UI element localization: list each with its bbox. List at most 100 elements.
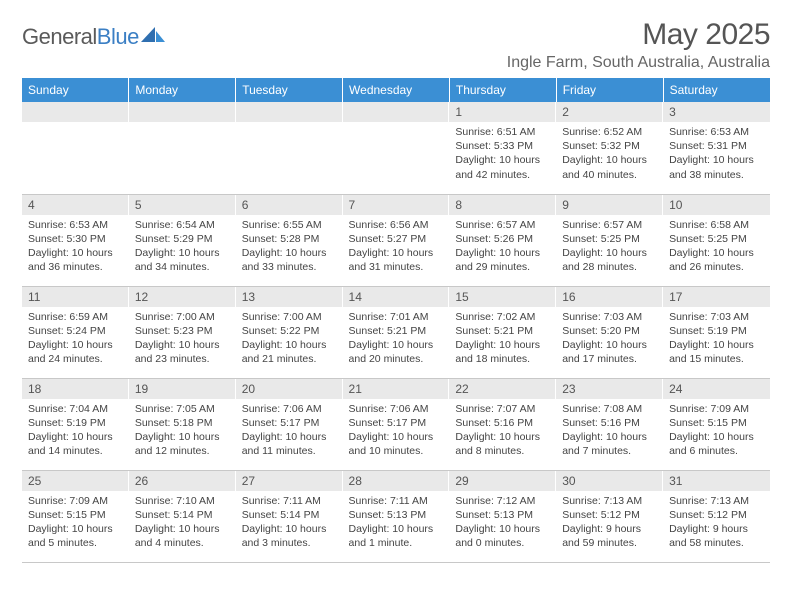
daylight-text: Daylight: 10 hours and 36 minutes. [28, 246, 123, 274]
calendar-day-cell: 15Sunrise: 7:02 AMSunset: 5:21 PMDayligh… [449, 286, 556, 378]
day-details: Sunrise: 7:06 AMSunset: 5:17 PMDaylight:… [343, 399, 450, 463]
sunrise-text: Sunrise: 7:13 AM [669, 494, 764, 508]
sunrise-text: Sunrise: 7:01 AM [349, 310, 444, 324]
calendar-week-row: 18Sunrise: 7:04 AMSunset: 5:19 PMDayligh… [22, 378, 770, 470]
weekday-header: Tuesday [236, 78, 343, 102]
sunset-text: Sunset: 5:12 PM [669, 508, 764, 522]
day-number [236, 102, 343, 122]
month-title: May 2025 [507, 18, 770, 52]
daylight-text: Daylight: 9 hours and 59 minutes. [562, 522, 657, 550]
sunrise-text: Sunrise: 6:54 AM [135, 218, 230, 232]
sunset-text: Sunset: 5:17 PM [242, 416, 337, 430]
brand-name-part2: Blue [97, 24, 139, 49]
sail-icon [141, 25, 167, 50]
sunrise-text: Sunrise: 6:53 AM [28, 218, 123, 232]
day-details: Sunrise: 6:59 AMSunset: 5:24 PMDaylight:… [22, 307, 129, 371]
location-subtitle: Ingle Farm, South Australia, Australia [507, 54, 770, 72]
day-number: 9 [556, 195, 663, 215]
sunset-text: Sunset: 5:21 PM [349, 324, 444, 338]
daylight-text: Daylight: 10 hours and 8 minutes. [455, 430, 550, 458]
daylight-text: Daylight: 10 hours and 20 minutes. [349, 338, 444, 366]
calendar-day-cell: 7Sunrise: 6:56 AMSunset: 5:27 PMDaylight… [343, 194, 450, 286]
day-details: Sunrise: 7:11 AMSunset: 5:13 PMDaylight:… [343, 491, 450, 555]
calendar-week-row: 1Sunrise: 6:51 AMSunset: 5:33 PMDaylight… [22, 102, 770, 194]
daylight-text: Daylight: 10 hours and 28 minutes. [562, 246, 657, 274]
day-number: 23 [556, 379, 663, 399]
daylight-text: Daylight: 10 hours and 26 minutes. [669, 246, 764, 274]
sunrise-text: Sunrise: 7:04 AM [28, 402, 123, 416]
sunrise-text: Sunrise: 7:03 AM [562, 310, 657, 324]
daylight-text: Daylight: 10 hours and 15 minutes. [669, 338, 764, 366]
daylight-text: Daylight: 10 hours and 42 minutes. [455, 153, 550, 181]
day-details: Sunrise: 7:12 AMSunset: 5:13 PMDaylight:… [449, 491, 556, 555]
sunrise-text: Sunrise: 7:11 AM [242, 494, 337, 508]
daylight-text: Daylight: 10 hours and 1 minute. [349, 522, 444, 550]
day-details: Sunrise: 7:10 AMSunset: 5:14 PMDaylight:… [129, 491, 236, 555]
sunset-text: Sunset: 5:30 PM [28, 232, 123, 246]
calendar-day-cell: 9 Sunrise: 6:57 AMSunset: 5:25 PMDaylight… [556, 194, 663, 286]
sunrise-text: Sunrise: 7:12 AM [455, 494, 550, 508]
daylight-text: Daylight: 10 hours and 31 minutes. [349, 246, 444, 274]
day-number: 16 [556, 287, 663, 307]
daylight-text: Daylight: 10 hours and 11 minutes. [242, 430, 337, 458]
sunset-text: Sunset: 5:14 PM [242, 508, 337, 522]
day-number: 25 [22, 471, 129, 491]
sunset-text: Sunset: 5:29 PM [135, 232, 230, 246]
day-number: 30 [556, 471, 663, 491]
day-details: Sunrise: 7:00 AMSunset: 5:22 PMDaylight:… [236, 307, 343, 371]
sunset-text: Sunset: 5:15 PM [28, 508, 123, 522]
sunset-text: Sunset: 5:33 PM [455, 139, 550, 153]
sunset-text: Sunset: 5:13 PM [455, 508, 550, 522]
calendar-week-row: 4Sunrise: 6:53 AMSunset: 5:30 PMDaylight… [22, 194, 770, 286]
day-details: Sunrise: 7:13 AMSunset: 5:12 PMDaylight:… [663, 491, 770, 555]
calendar-day-cell: 17Sunrise: 7:03 AMSunset: 5:19 PMDayligh… [663, 286, 770, 378]
sunrise-text: Sunrise: 6:59 AM [28, 310, 123, 324]
sunset-text: Sunset: 5:31 PM [669, 139, 764, 153]
calendar-day-cell: 24Sunrise: 7:09 AMSunset: 5:15 PMDayligh… [663, 378, 770, 470]
sunset-text: Sunset: 5:21 PM [455, 324, 550, 338]
daylight-text: Daylight: 10 hours and 6 minutes. [669, 430, 764, 458]
calendar-day-cell: 14Sunrise: 7:01 AMSunset: 5:21 PMDayligh… [343, 286, 450, 378]
brand-name-part1: General [22, 24, 97, 49]
calendar-day-cell: 30Sunrise: 7:13 AMSunset: 5:12 PMDayligh… [556, 470, 663, 562]
daylight-text: Daylight: 10 hours and 17 minutes. [562, 338, 657, 366]
calendar-day-cell [22, 102, 129, 194]
calendar-day-cell: 5Sunrise: 6:54 AMSunset: 5:29 PMDaylight… [129, 194, 236, 286]
sunset-text: Sunset: 5:32 PM [562, 139, 657, 153]
day-details: Sunrise: 7:01 AMSunset: 5:21 PMDaylight:… [343, 307, 450, 371]
sunrise-text: Sunrise: 6:57 AM [562, 218, 657, 232]
day-number: 2 [556, 102, 663, 122]
calendar-day-cell: 6Sunrise: 6:55 AMSunset: 5:28 PMDaylight… [236, 194, 343, 286]
sunrise-text: Sunrise: 7:02 AM [455, 310, 550, 324]
sunset-text: Sunset: 5:25 PM [562, 232, 657, 246]
day-details: Sunrise: 7:09 AMSunset: 5:15 PMDaylight:… [663, 399, 770, 463]
day-details: Sunrise: 7:13 AMSunset: 5:12 PMDaylight:… [556, 491, 663, 555]
sunset-text: Sunset: 5:25 PM [669, 232, 764, 246]
day-details: Sunrise: 7:04 AMSunset: 5:19 PMDaylight:… [22, 399, 129, 463]
calendar-day-cell: 3Sunrise: 6:53 AMSunset: 5:31 PMDaylight… [663, 102, 770, 194]
daylight-text: Daylight: 10 hours and 33 minutes. [242, 246, 337, 274]
day-number: 18 [22, 379, 129, 399]
sunset-text: Sunset: 5:14 PM [135, 508, 230, 522]
calendar-day-cell: 27Sunrise: 7:11 AMSunset: 5:14 PMDayligh… [236, 470, 343, 562]
day-details: Sunrise: 7:05 AMSunset: 5:18 PMDaylight:… [129, 399, 236, 463]
day-number [22, 102, 129, 122]
sunrise-text: Sunrise: 7:10 AM [135, 494, 230, 508]
calendar-day-cell: 2 Sunrise: 6:52 AMSunset: 5:32 PMDaylight… [556, 102, 663, 194]
sunrise-text: Sunrise: 6:55 AM [242, 218, 337, 232]
daylight-text: Daylight: 10 hours and 23 minutes. [135, 338, 230, 366]
sunrise-text: Sunrise: 7:06 AM [242, 402, 337, 416]
day-details: Sunrise: 7:02 AMSunset: 5:21 PMDaylight:… [449, 307, 556, 371]
sunrise-text: Sunrise: 6:57 AM [455, 218, 550, 232]
calendar-day-cell: 4Sunrise: 6:53 AMSunset: 5:30 PMDaylight… [22, 194, 129, 286]
daylight-text: Daylight: 10 hours and 24 minutes. [28, 338, 123, 366]
daylight-text: Daylight: 10 hours and 40 minutes. [562, 153, 657, 181]
calendar-week-row: 11Sunrise: 6:59 AMSunset: 5:24 PMDayligh… [22, 286, 770, 378]
calendar-day-cell: 22Sunrise: 7:07 AMSunset: 5:16 PMDayligh… [449, 378, 556, 470]
calendar-day-cell: 25Sunrise: 7:09 AMSunset: 5:15 PMDayligh… [22, 470, 129, 562]
day-details: Sunrise: 6:53 AMSunset: 5:30 PMDaylight:… [22, 215, 129, 279]
day-details: Sunrise: 7:07 AMSunset: 5:16 PMDaylight:… [449, 399, 556, 463]
sunrise-text: Sunrise: 6:52 AM [562, 125, 657, 139]
sunset-text: Sunset: 5:26 PM [455, 232, 550, 246]
day-details: Sunrise: 6:51 AMSunset: 5:33 PMDaylight:… [449, 122, 556, 186]
